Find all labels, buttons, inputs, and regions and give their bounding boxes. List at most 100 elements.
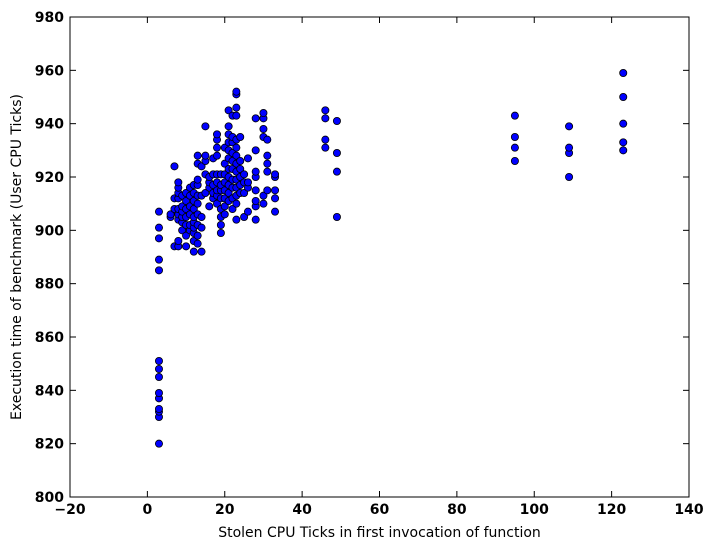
data-point xyxy=(240,188,249,197)
points-layer xyxy=(154,69,628,448)
data-point xyxy=(178,226,187,235)
data-point xyxy=(251,186,260,195)
data-point xyxy=(236,156,245,165)
data-point xyxy=(154,372,163,381)
data-point xyxy=(154,404,163,413)
plot-area xyxy=(69,16,690,498)
data-point xyxy=(166,210,175,219)
data-point xyxy=(193,151,202,160)
data-point xyxy=(174,178,183,187)
x-axis-label: Stolen CPU Ticks in first invocation of … xyxy=(218,525,541,541)
data-point xyxy=(321,135,330,144)
data-point xyxy=(154,223,163,232)
data-point xyxy=(565,172,574,181)
data-point xyxy=(154,388,163,397)
data-point xyxy=(213,143,222,152)
data-point xyxy=(619,69,628,78)
data-point xyxy=(154,266,163,275)
data-point xyxy=(197,212,206,221)
labels-layer: Stolen CPU Ticks in first invocation of … xyxy=(9,94,541,541)
data-point xyxy=(263,167,272,176)
y-tick-label: 880 xyxy=(35,277,64,293)
data-point xyxy=(263,135,272,144)
data-point xyxy=(619,146,628,155)
data-point xyxy=(154,356,163,365)
data-point xyxy=(251,114,260,123)
data-point xyxy=(220,202,229,211)
data-point xyxy=(251,215,260,224)
data-point xyxy=(224,106,233,115)
data-point xyxy=(182,242,191,251)
data-point xyxy=(193,231,202,240)
data-point xyxy=(251,146,260,155)
data-point xyxy=(263,186,272,195)
y-tick-label: 900 xyxy=(35,223,64,239)
data-point xyxy=(619,93,628,102)
data-point xyxy=(271,170,280,179)
data-point xyxy=(232,215,241,224)
data-point xyxy=(197,223,206,232)
data-point xyxy=(510,132,519,141)
y-tick-label: 940 xyxy=(35,117,64,133)
data-point xyxy=(201,151,210,160)
data-point xyxy=(193,239,202,248)
data-point xyxy=(321,106,330,115)
data-point xyxy=(197,162,206,171)
data-point xyxy=(332,212,341,221)
data-point xyxy=(236,164,245,173)
data-point xyxy=(201,122,210,131)
data-point xyxy=(228,204,237,213)
data-point xyxy=(510,156,519,165)
y-tick-label: 840 xyxy=(35,383,64,399)
data-point xyxy=(224,122,233,131)
data-point xyxy=(259,125,268,134)
data-point xyxy=(154,364,163,373)
x-tick-label: 100 xyxy=(520,502,549,518)
data-point xyxy=(197,247,206,256)
y-tick-label: 860 xyxy=(35,330,64,346)
data-point xyxy=(243,207,252,216)
data-point xyxy=(240,170,249,179)
data-point xyxy=(232,87,241,96)
data-point xyxy=(232,199,241,208)
data-point xyxy=(213,151,222,160)
data-point xyxy=(240,212,249,221)
x-tick-label: 60 xyxy=(370,502,390,518)
data-point xyxy=(213,199,222,208)
data-point xyxy=(154,234,163,243)
y-tick-label: 800 xyxy=(35,490,64,506)
data-point xyxy=(189,204,198,213)
data-point xyxy=(220,210,229,219)
data-point xyxy=(619,138,628,147)
data-point xyxy=(271,207,280,216)
x-tick-label: 20 xyxy=(215,502,235,518)
data-point xyxy=(174,236,183,245)
data-point xyxy=(154,255,163,264)
data-point xyxy=(189,247,198,256)
data-point xyxy=(619,119,628,128)
data-point xyxy=(154,439,163,448)
data-point xyxy=(182,196,191,205)
data-point xyxy=(271,194,280,203)
data-point xyxy=(236,132,245,141)
x-tick-label: −20 xyxy=(54,502,85,518)
data-point xyxy=(182,231,191,240)
data-point xyxy=(193,175,202,184)
y-axis-label: Execution time of benchmark (User CPU Ti… xyxy=(9,94,25,420)
data-point xyxy=(216,220,225,229)
data-point xyxy=(232,151,241,160)
y-tick-label: 820 xyxy=(35,437,64,453)
data-point xyxy=(201,188,210,197)
data-point xyxy=(205,202,214,211)
data-point xyxy=(251,196,260,205)
data-point xyxy=(332,117,341,126)
data-point xyxy=(216,228,225,237)
x-tick-label: 0 xyxy=(143,502,153,518)
data-point xyxy=(232,103,241,112)
data-point xyxy=(154,207,163,216)
data-point xyxy=(565,143,574,152)
plot-frame xyxy=(69,16,690,498)
data-point xyxy=(243,178,252,187)
data-point xyxy=(510,111,519,120)
